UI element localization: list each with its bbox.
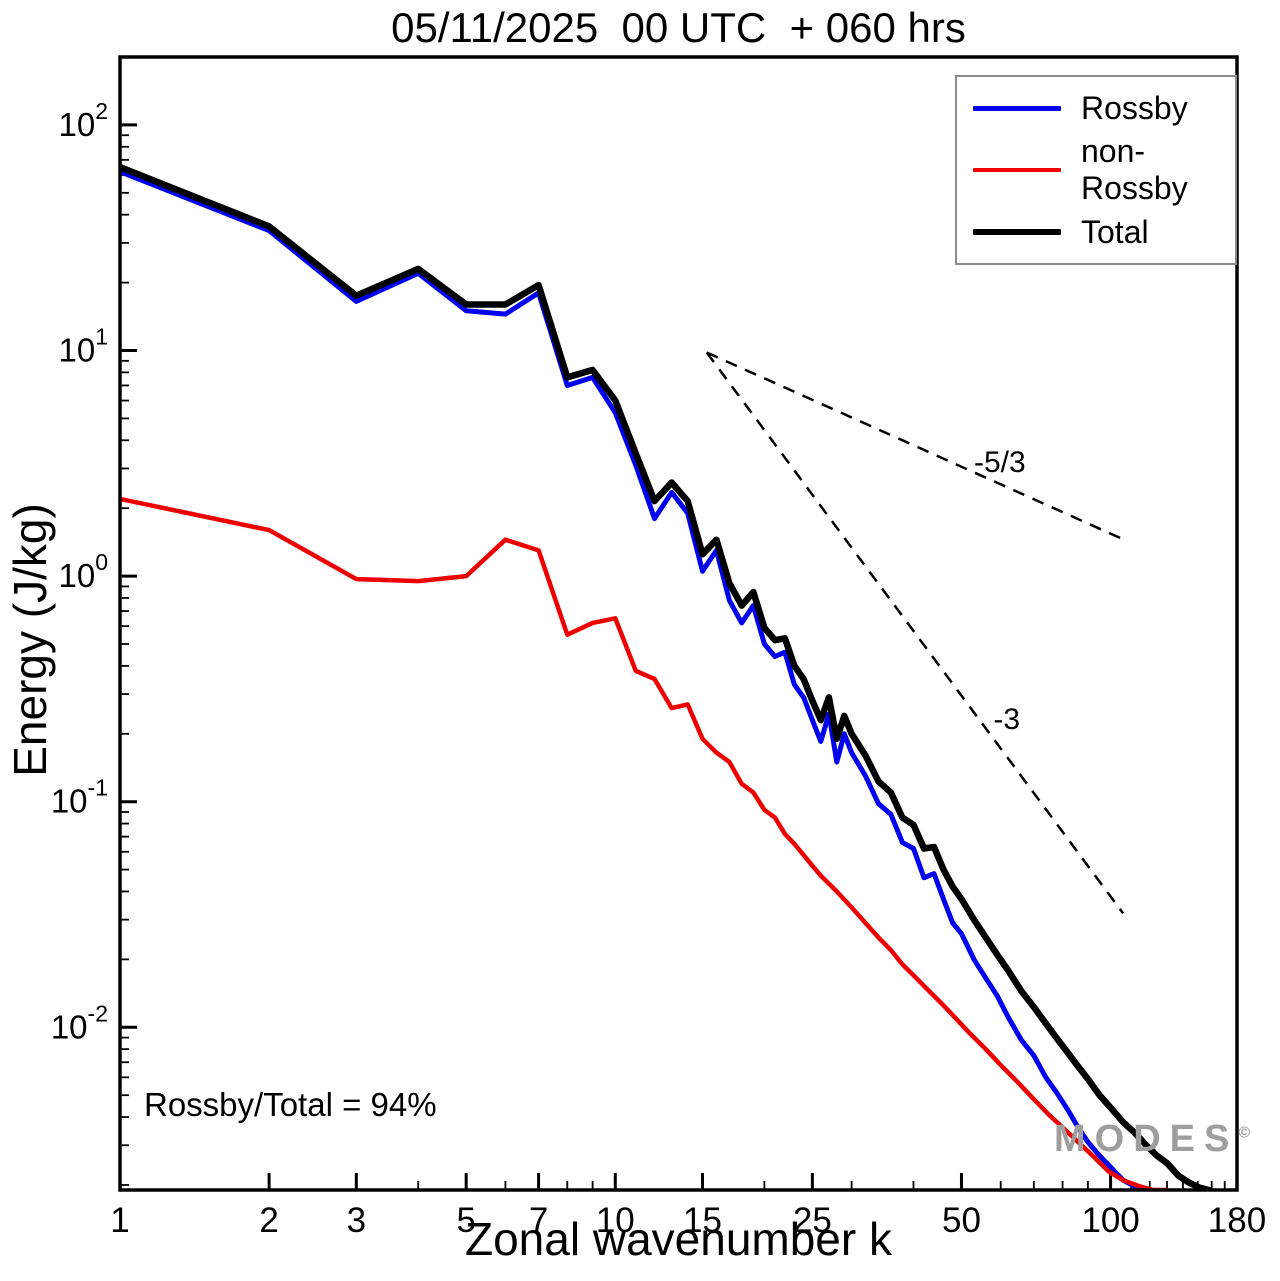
reference-line--5/3: -5/3 xyxy=(706,351,1128,543)
svg-text:50: 50 xyxy=(942,1201,981,1240)
legend-label: Rossby xyxy=(1081,89,1188,126)
svg-text:7: 7 xyxy=(529,1201,548,1240)
rossby-total-annotation: Rossby/Total = 94% xyxy=(144,1086,437,1123)
reference-line--3: -3 xyxy=(705,351,1125,915)
x-axis xyxy=(118,1173,1239,1190)
legend-entry-total: Total xyxy=(973,214,1219,251)
y-axis-tick-labels: 10-2 10-1 100 101 102 xyxy=(51,98,108,1045)
svg-text:25: 25 xyxy=(793,1201,832,1240)
legend-line-swatch xyxy=(973,229,1061,235)
legend-label: Total xyxy=(1081,213,1149,250)
svg-text:5: 5 xyxy=(456,1201,475,1240)
y-axis xyxy=(120,123,137,1029)
svg-text:3: 3 xyxy=(347,1201,366,1240)
series-non-Rossby xyxy=(120,496,1170,1190)
chart-title: 05/11/2025 00 UTC + 060 hrs xyxy=(391,4,966,51)
series-Total xyxy=(120,163,1213,1190)
svg-text:100: 100 xyxy=(1081,1201,1139,1240)
svg-text:102: 102 xyxy=(58,98,108,143)
legend: Rossby non-Rossby Total xyxy=(955,75,1237,265)
svg-text:15: 15 xyxy=(683,1201,722,1240)
plot-frame xyxy=(118,55,1239,1192)
svg-text:10-2: 10-2 xyxy=(51,1000,108,1045)
svg-text:-3: -3 xyxy=(993,703,1020,736)
svg-text:2: 2 xyxy=(259,1201,278,1240)
x-axis-label: Zonal wavenumber k xyxy=(465,1213,892,1265)
svg-text:180: 180 xyxy=(1208,1201,1266,1240)
series-group xyxy=(120,163,1213,1190)
svg-text:10: 10 xyxy=(596,1201,635,1240)
modes-watermark-text: MODES xyxy=(1054,1118,1239,1160)
legend-line-swatch xyxy=(973,167,1061,173)
svg-text:1: 1 xyxy=(110,1201,129,1240)
svg-text:10-1: 10-1 xyxy=(51,775,108,820)
copyright-mark: © xyxy=(1238,1124,1251,1142)
legend-label: non-Rossby xyxy=(1081,133,1188,206)
legend-line-swatch xyxy=(973,105,1061,111)
legend-entry-rossby: Rossby xyxy=(973,90,1219,127)
svg-text:100: 100 xyxy=(58,549,108,594)
modes-watermark: MODES© xyxy=(1054,1118,1250,1161)
legend-entry-non-rossby: non-Rossby xyxy=(973,133,1219,207)
svg-text:-5/3: -5/3 xyxy=(974,446,1026,479)
x-axis-tick-labels: 1 2 3 5 7 10 15 25 50 100 180 xyxy=(110,1201,1266,1240)
series-Rossby xyxy=(120,169,1149,1190)
svg-text:101: 101 xyxy=(58,324,108,369)
